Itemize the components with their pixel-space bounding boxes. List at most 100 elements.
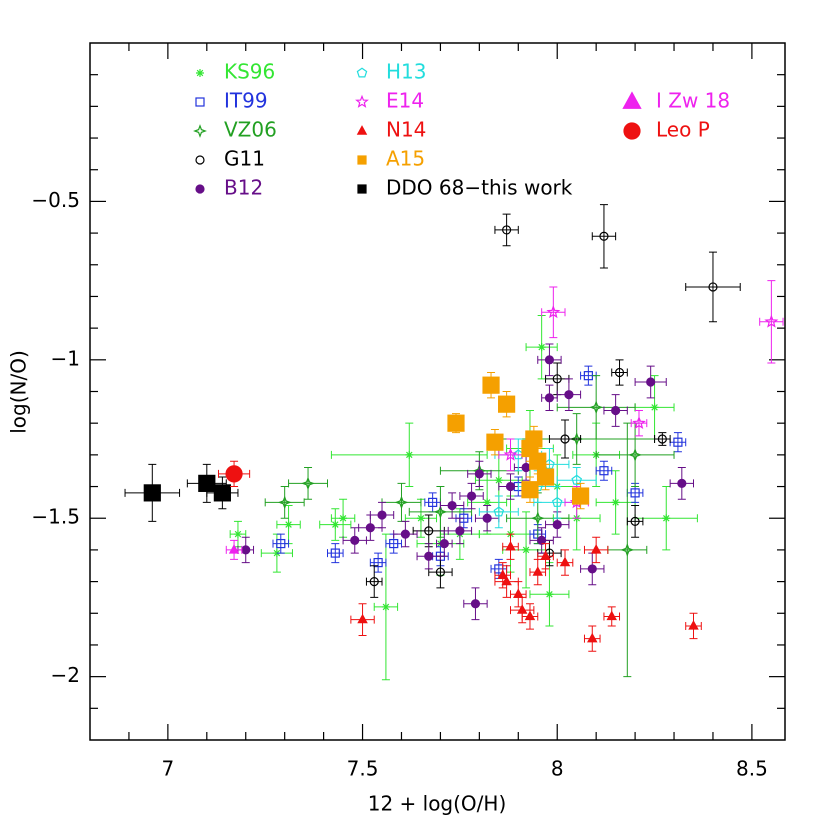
point: [537, 343, 546, 352]
point: [599, 231, 609, 241]
point: [365, 523, 375, 533]
point: [389, 538, 399, 549]
point: [357, 613, 368, 624]
y-error-bar: [374, 552, 383, 573]
legend-marker: [623, 122, 641, 140]
point: [483, 498, 492, 507]
legend-label: B12: [224, 176, 263, 200]
point: [552, 519, 562, 530]
point: [225, 465, 243, 483]
legend-marker: [195, 184, 205, 194]
point: [764, 314, 779, 328]
point: [657, 434, 667, 444]
y-tick-label: −0.5: [31, 188, 80, 212]
point: [708, 282, 718, 292]
point: [590, 544, 602, 554]
x-tick-label: 7: [162, 757, 175, 781]
point: [529, 452, 547, 470]
point: [560, 434, 570, 444]
y-axis-label: log(N/O): [7, 350, 31, 434]
legend-marker: [622, 91, 642, 109]
point: [228, 544, 240, 554]
point: [630, 488, 640, 498]
point: [545, 590, 554, 599]
point: [540, 550, 551, 560]
point: [143, 484, 161, 502]
point: [350, 535, 360, 546]
point: [546, 305, 561, 319]
point: [559, 556, 571, 567]
legend-label: I Zw 18: [656, 89, 730, 113]
point: [400, 529, 410, 539]
point: [521, 462, 531, 473]
legend-label: IT99: [224, 89, 268, 113]
point: [536, 468, 555, 486]
point: [466, 491, 477, 501]
point: [373, 557, 383, 568]
point: [277, 495, 292, 510]
point: [673, 437, 683, 447]
point: [544, 393, 555, 403]
y-error-bar: [436, 486, 445, 538]
legend-label: VZ06: [224, 118, 277, 142]
series: [447, 371, 590, 510]
point: [494, 476, 503, 485]
point: [381, 602, 390, 611]
point: [571, 487, 590, 505]
point: [505, 481, 516, 492]
series: [350, 533, 702, 652]
point: [620, 542, 635, 557]
y-error-bar: [615, 359, 624, 386]
point: [497, 569, 508, 579]
point: [241, 545, 251, 555]
y-error-bar: [592, 375, 601, 440]
point: [424, 551, 434, 561]
point: [589, 400, 604, 415]
y-error-bar: [553, 486, 562, 519]
y-error-bar: [631, 505, 640, 538]
point: [611, 405, 621, 416]
series: [365, 204, 741, 598]
point: [330, 548, 340, 558]
point: [339, 514, 348, 523]
point: [530, 511, 545, 526]
point: [501, 575, 512, 586]
point: [521, 481, 539, 499]
point: [331, 520, 340, 529]
point: [599, 466, 609, 476]
y-error-bar: [506, 438, 515, 472]
y-error-bar: [280, 486, 289, 519]
point: [614, 367, 625, 378]
legend-marker: [355, 94, 369, 108]
y-tick-label: −2: [51, 663, 80, 687]
legend-marker: [193, 124, 207, 138]
y-error-bar: [599, 460, 608, 481]
point: [524, 610, 536, 621]
point: [513, 588, 524, 598]
point: [498, 395, 516, 413]
y-error-bar: [623, 422, 632, 678]
point: [377, 510, 387, 520]
legend-marker: [357, 184, 367, 194]
legend-marker: [196, 69, 204, 77]
legend-label: E14: [386, 89, 424, 113]
point: [493, 506, 505, 517]
point: [537, 535, 547, 546]
point: [428, 497, 438, 507]
legend-label: A15: [386, 147, 425, 171]
point: [502, 225, 512, 235]
point: [646, 377, 656, 387]
point: [587, 564, 597, 574]
point: [571, 474, 583, 485]
y-error-bar: [708, 251, 717, 323]
point: [447, 414, 465, 432]
x-tick-label: 7.5: [347, 757, 379, 781]
point: [433, 504, 448, 519]
y-error-bar: [502, 213, 511, 247]
point: [416, 514, 425, 523]
point: [424, 526, 434, 536]
legend-marker: [357, 155, 367, 165]
point: [688, 620, 699, 630]
point: [435, 567, 446, 577]
point: [632, 415, 646, 430]
